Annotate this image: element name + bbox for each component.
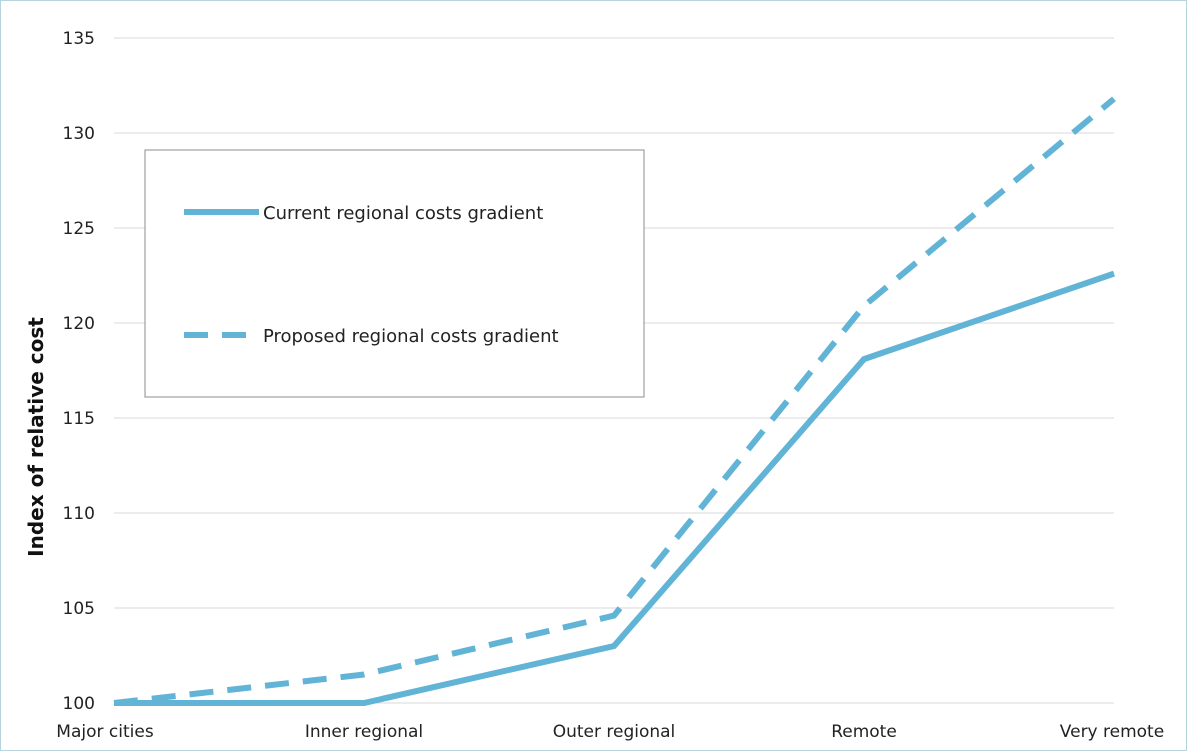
x-tick-label: Major cities bbox=[56, 722, 154, 742]
y-tick-label: 130 bbox=[63, 124, 95, 144]
y-tick-label: 105 bbox=[63, 599, 95, 619]
y-tick-label: 110 bbox=[63, 504, 95, 524]
x-tick-label: Outer regional bbox=[553, 722, 676, 742]
x-tick-label: Very remote bbox=[1060, 722, 1164, 742]
y-axis-label: Index of relative cost bbox=[24, 317, 48, 557]
legend-box bbox=[144, 149, 645, 398]
legend-label-proposed: Proposed regional costs gradient bbox=[263, 326, 559, 347]
x-axis-ticks: Major cities Inner regional Outer regional… bbox=[56, 722, 1164, 742]
y-tick-label: 135 bbox=[63, 29, 95, 49]
series-lines bbox=[113, 96, 1116, 706]
y-tick-label: 125 bbox=[63, 219, 95, 239]
y-tick-label: 115 bbox=[63, 409, 95, 429]
series-line-current bbox=[114, 270, 1115, 706]
series-line-proposed bbox=[113, 96, 1116, 706]
x-tick-label: Inner regional bbox=[305, 722, 423, 742]
legend: Current regional costs gradient Proposed… bbox=[144, 149, 645, 398]
x-tick-label: Remote bbox=[831, 722, 897, 742]
y-tick-label: 120 bbox=[63, 314, 95, 334]
y-tick-label: 100 bbox=[63, 694, 95, 714]
y-axis-ticks: 100 105 110 115 120 125 130 135 bbox=[63, 29, 95, 714]
legend-label-current: Current regional costs gradient bbox=[263, 203, 543, 224]
